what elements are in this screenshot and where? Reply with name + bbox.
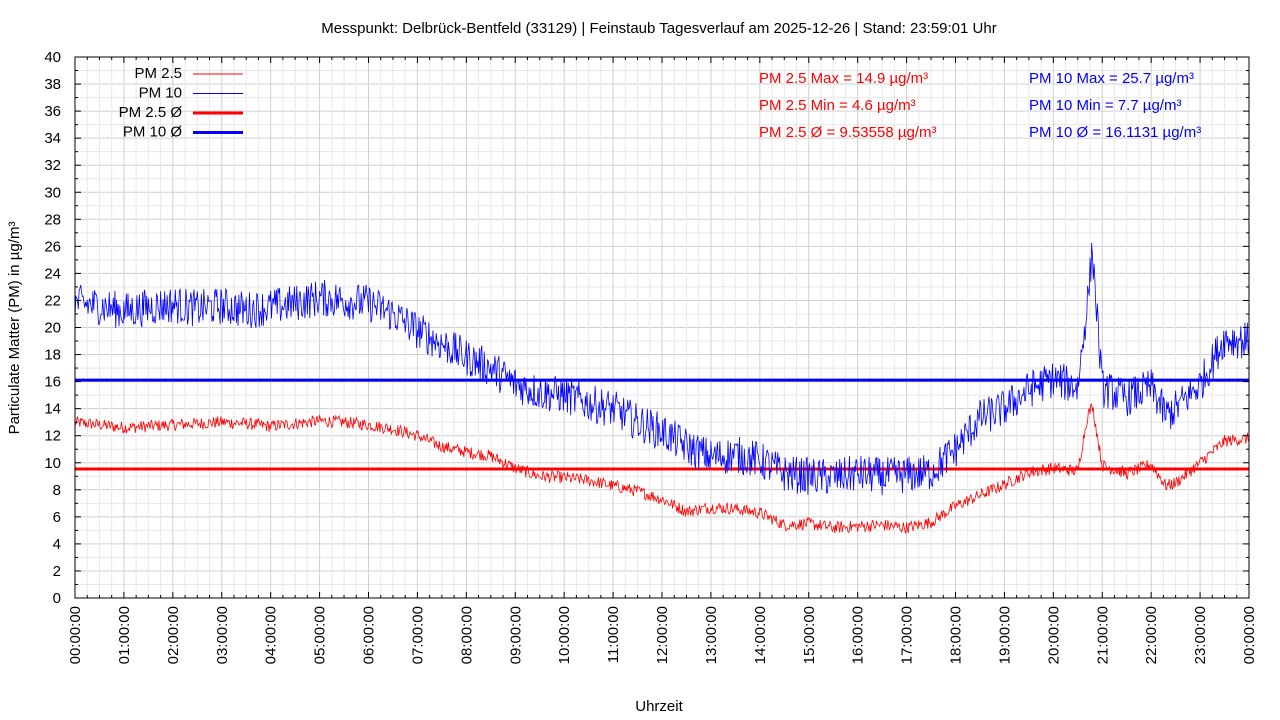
legend-entry-label: PM 10 Ø (123, 124, 183, 141)
y-tick-label: 0 (53, 590, 61, 607)
chart-title: Messpunkt: Delbrück-Bentfeld (33129) | F… (321, 20, 996, 37)
y-tick-label: 22 (44, 292, 61, 309)
x-tick-label: 21:00:00 (1094, 606, 1111, 664)
legend-entry-label: PM 2.5 Ø (119, 104, 183, 121)
series-lines (74, 242, 1250, 534)
x-tick-label: 01:00:00 (116, 606, 133, 664)
x-tick-label: 23:00:00 (1192, 606, 1209, 664)
x-tick-label: 14:00:00 (752, 606, 769, 664)
x-tick-label: 15:00:00 (801, 606, 818, 664)
y-tick-label: 8 (53, 482, 61, 499)
y-tick-label: 4 (53, 536, 61, 553)
y-tick-label: 30 (44, 184, 61, 201)
legend-entry-label: PM 10 (139, 85, 182, 102)
y-tick-label: 26 (44, 238, 61, 255)
x-tick-label: 11:00:00 (605, 606, 622, 663)
stat-annotation: PM 2.5 Min = 4.6 µg/m³ (759, 97, 916, 114)
y-tick-label: 16 (44, 374, 61, 391)
x-tick-label: 13:00:00 (703, 606, 720, 664)
x-tick-label: 09:00:00 (507, 606, 524, 664)
x-tick-label: 03:00:00 (214, 606, 231, 664)
x-tick-label: 02:00:00 (165, 606, 182, 664)
y-tick-label: 36 (44, 103, 61, 120)
y-tick-label: 10 (44, 455, 61, 472)
y-tick-label: 24 (44, 265, 61, 282)
x-tick-label: 06:00:00 (361, 606, 378, 664)
x-tick-label: 18:00:00 (948, 606, 965, 664)
series-line (74, 242, 1250, 496)
y-tick-label: 14 (44, 401, 61, 418)
x-tick-label: 12:00:00 (654, 606, 671, 664)
y-tick-label: 34 (44, 130, 61, 147)
x-tick-label: 07:00:00 (409, 606, 426, 664)
stat-annotation: PM 10 Min = 7.7 µg/m³ (1029, 97, 1181, 114)
x-tick-label: 20:00:00 (1045, 606, 1062, 664)
x-tick-label: 22:00:00 (1143, 606, 1160, 664)
y-tick-label: 38 (44, 76, 61, 93)
y-tick-label: 18 (44, 347, 61, 364)
y-tick-label: 6 (53, 509, 61, 526)
legend: PM 2.5 PM 10 PM 2.5 Ø PM 10 Ø (119, 65, 243, 141)
legend-entry-label: PM 2.5 (134, 65, 182, 82)
y-tick-label: 12 (44, 428, 61, 445)
x-tick-label: 04:00:00 (263, 606, 280, 664)
y-tick-label: 20 (44, 320, 61, 337)
y-tick-label: 2 (53, 563, 61, 580)
grid (75, 57, 1249, 598)
x-tick-label: 17:00:00 (899, 606, 916, 664)
y-tick-label: 28 (44, 211, 61, 228)
stat-annotation: PM 10 Ø = 16.1131 µg/m³ (1029, 124, 1201, 141)
x-tick-label: 00:00:00 (67, 606, 84, 664)
y-tick-label: 40 (44, 49, 61, 66)
stat-annotation: PM 2.5 Ø = 9.53558 µg/m³ (759, 124, 936, 141)
y-axis-label: Particulate Matter (PM) in µg/m³ (6, 222, 23, 435)
x-tick-label: 08:00:00 (458, 606, 475, 664)
stat-annotation: PM 2.5 Max = 14.9 µg/m³ (759, 70, 928, 87)
stats-annotations: PM 2.5 Max = 14.9 µg/m³ PM 2.5 Min = 4.6 … (759, 70, 1201, 141)
y-tick-label: 32 (44, 157, 61, 174)
stat-annotation: PM 10 Max = 25.7 µg/m³ (1029, 70, 1194, 87)
x-tick-label: 10:00:00 (556, 606, 573, 664)
x-axis: 00:00:00 01:00:00 02:00:00 03:00:00 04:00:00… (67, 57, 1258, 664)
x-axis-label: Uhrzeit (635, 698, 683, 715)
x-tick-label: 16:00:00 (850, 606, 867, 664)
x-tick-label: 05:00:00 (312, 606, 329, 664)
x-tick-label: 19:00:00 (996, 606, 1013, 664)
x-tick-label: 00:00:00 (1241, 606, 1258, 664)
series-line (74, 403, 1250, 534)
